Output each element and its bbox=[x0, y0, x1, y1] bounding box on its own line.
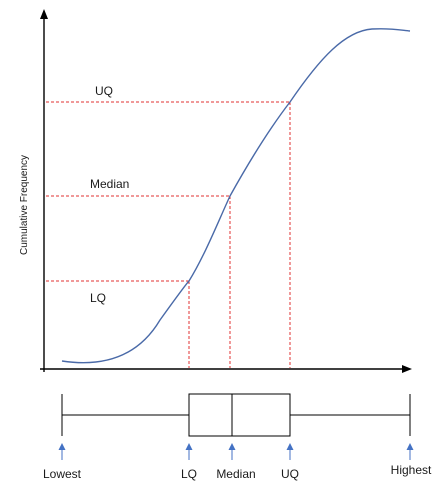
uq-up-arrow-icon bbox=[286, 443, 294, 460]
lowest-label: Lowest bbox=[43, 467, 82, 481]
x-axis-arrowhead-icon bbox=[402, 365, 412, 373]
lq-curve-label: LQ bbox=[90, 291, 106, 305]
lowest-up-arrow-icon bbox=[58, 443, 66, 460]
median-up-arrow-icon bbox=[228, 443, 236, 460]
quartile-guides bbox=[46, 101, 291, 368]
uq-curve-label: UQ bbox=[95, 84, 113, 98]
uq-label: UQ bbox=[281, 467, 299, 481]
cumulative-frequency-curve bbox=[61, 28, 411, 364]
y-axis-label: Cumulative Frequency bbox=[19, 155, 30, 255]
lq-up-arrow-icon bbox=[185, 443, 193, 460]
box-markers bbox=[58, 443, 414, 460]
highest-up-arrow-icon bbox=[406, 443, 414, 460]
axes bbox=[40, 9, 412, 373]
lq-label: LQ bbox=[181, 467, 197, 481]
interquartile-box bbox=[188, 393, 291, 437]
median-label: Median bbox=[216, 467, 255, 481]
median-curve-label: Median bbox=[90, 177, 129, 191]
box-plot bbox=[61, 393, 411, 437]
y-axis-arrowhead-icon bbox=[40, 9, 48, 19]
highest-label: Highest bbox=[391, 463, 432, 477]
